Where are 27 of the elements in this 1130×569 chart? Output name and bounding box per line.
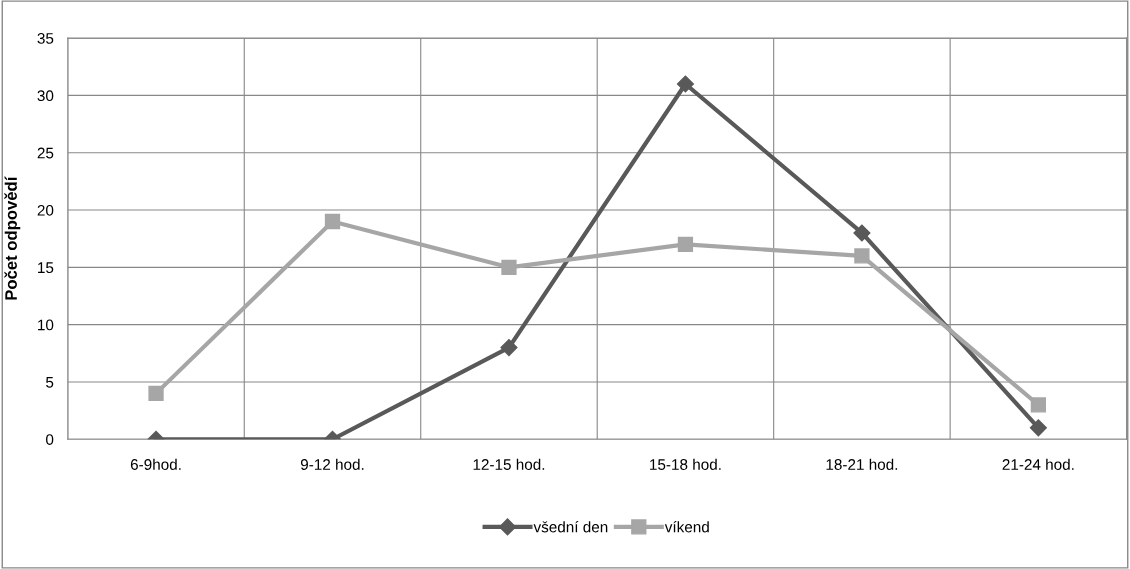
- y-tick-label: 0: [46, 434, 54, 445]
- point: [853, 224, 871, 242]
- legend-label: všední den: [533, 521, 608, 533]
- y-tick-label: 30: [37, 90, 54, 102]
- y-axis-title: Počet odpovědí: [4, 176, 21, 300]
- x-tick-label: 6-9hod.: [130, 458, 181, 470]
- point: [500, 339, 518, 357]
- point: [324, 213, 341, 230]
- y-tick-label: 25: [37, 147, 54, 159]
- y-tick-label: 15: [38, 262, 54, 274]
- x-tick-label: 12-15 hod.: [473, 458, 545, 470]
- point: [677, 236, 694, 253]
- point: [1029, 419, 1047, 437]
- x-tick-label: 9-12 hod.: [300, 458, 364, 470]
- point: [676, 75, 694, 93]
- point: [1030, 397, 1047, 413]
- y-tick-label: 5: [46, 376, 54, 388]
- y-tick-label: 20: [37, 204, 54, 216]
- x-tick-label: 18-21 hod.: [826, 458, 898, 470]
- x-tick-label: 15-18 hod.: [650, 458, 721, 470]
- point: [854, 248, 870, 264]
- legend-label: víkend: [664, 521, 709, 533]
- point: [148, 385, 164, 402]
- point: [501, 259, 517, 275]
- y-tick-label: 35: [37, 32, 54, 44]
- x-tick-label: 21-24 hod.: [1002, 458, 1074, 470]
- y-tick-label: 10: [38, 319, 54, 331]
